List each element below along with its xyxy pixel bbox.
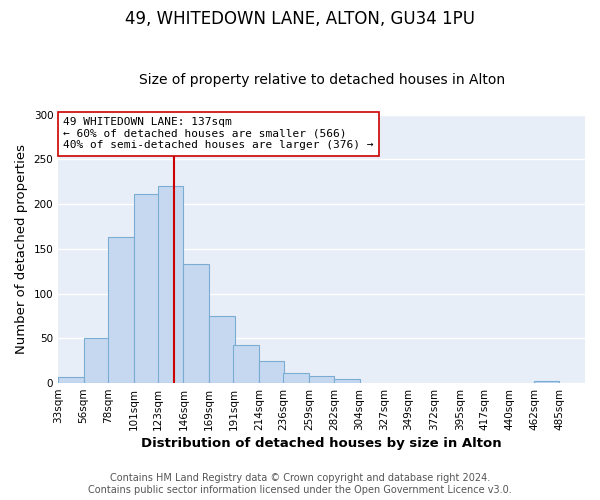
Bar [108, 237, 134, 383]
Text: 49 WHITEDOWN LANE: 137sqm
← 60% of detached houses are smaller (566)
40% of semi: 49 WHITEDOWN LANE: 137sqm ← 60% of detac… [64, 117, 374, 150]
Bar [134, 194, 159, 383]
Bar [58, 377, 83, 383]
Bar [259, 360, 284, 383]
Bar [309, 376, 334, 383]
Bar [334, 378, 360, 383]
Text: Contains HM Land Registry data © Crown copyright and database right 2024.
Contai: Contains HM Land Registry data © Crown c… [88, 474, 512, 495]
Y-axis label: Number of detached properties: Number of detached properties [15, 144, 28, 354]
Title: Size of property relative to detached houses in Alton: Size of property relative to detached ho… [139, 73, 505, 87]
Bar [158, 186, 184, 383]
Bar [209, 316, 235, 383]
Bar [184, 264, 209, 383]
Bar [283, 373, 309, 383]
X-axis label: Distribution of detached houses by size in Alton: Distribution of detached houses by size … [141, 437, 502, 450]
Bar [233, 344, 259, 383]
Text: 49, WHITEDOWN LANE, ALTON, GU34 1PU: 49, WHITEDOWN LANE, ALTON, GU34 1PU [125, 10, 475, 28]
Bar [83, 338, 109, 383]
Bar [534, 382, 559, 383]
